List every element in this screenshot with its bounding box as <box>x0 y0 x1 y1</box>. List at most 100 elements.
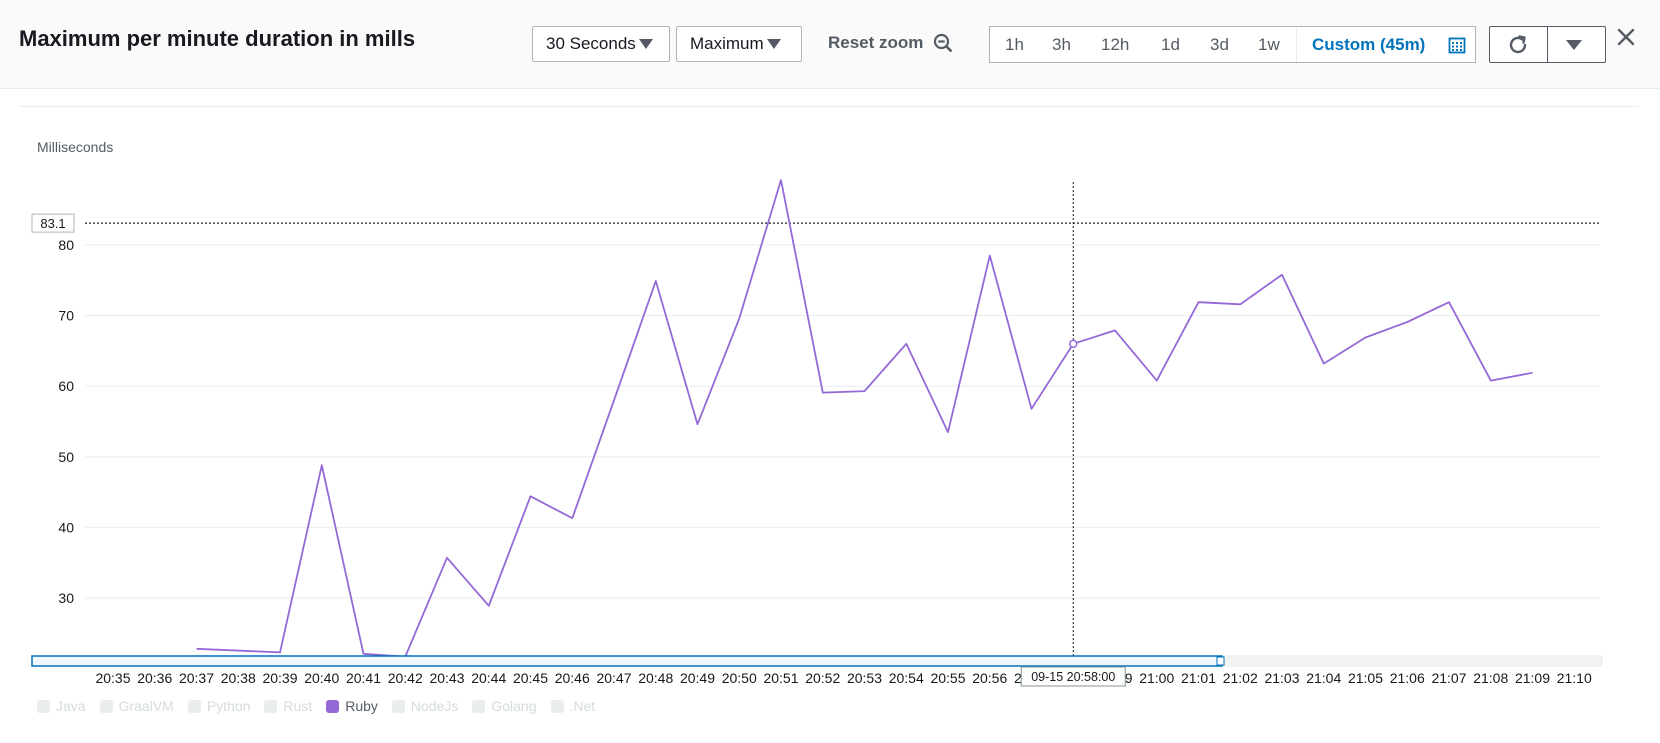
x-tick-label: 21:06 <box>1390 670 1425 686</box>
x-tick-label: 20:49 <box>680 670 715 686</box>
y-tick-label: 40 <box>58 519 74 535</box>
x-tick-label: 20:55 <box>930 670 965 686</box>
legend-swatch <box>472 699 486 713</box>
x-tick-label: 21:04 <box>1306 670 1341 686</box>
refresh-button-group <box>1489 26 1606 63</box>
search-minus-icon <box>934 33 953 53</box>
widget-title: Maximum per minute duration in mills <box>19 26 416 51</box>
cursor-point <box>1069 339 1078 349</box>
reset-zoom-label: Reset zoom <box>828 33 924 52</box>
legend-item-python[interactable]: Python <box>187 698 251 714</box>
x-tick-label: 21:10 <box>1557 670 1592 686</box>
brush-handle[interactable] <box>1216 656 1225 666</box>
legend-label: Ruby <box>345 698 378 714</box>
x-tick-label: 20:38 <box>221 670 256 686</box>
widget-header: Maximum per minute duration in mills 30 … <box>0 0 1660 89</box>
caret-down-icon <box>638 39 653 49</box>
button-divider <box>1547 27 1548 62</box>
range-12h[interactable]: 12h <box>1101 35 1130 54</box>
x-tick-label: 20:43 <box>429 670 464 686</box>
legend-label: GraalVM <box>118 698 174 714</box>
range-1h[interactable]: 1h <box>1005 35 1024 54</box>
brush-selection[interactable] <box>31 655 1223 667</box>
time-range-selector: 1h 3h 12h 1d 3d 1w Custom (45m) <box>989 26 1476 63</box>
x-tick-label: 21:02 <box>1223 670 1258 686</box>
y-tick-label: 70 <box>58 308 74 324</box>
x-tick-label: 20:41 <box>346 670 381 686</box>
refresh-icon[interactable] <box>1506 33 1530 57</box>
y-axis-label: Milliseconds <box>37 139 114 155</box>
x-tick-label: 20:42 <box>388 670 423 686</box>
calendar-icon[interactable] <box>1448 36 1466 54</box>
x-tick-label: 20:37 <box>179 670 214 686</box>
range-3h[interactable]: 3h <box>1052 35 1071 54</box>
y-tick-label: 30 <box>58 590 74 606</box>
range-1w[interactable]: 1w <box>1258 35 1280 54</box>
legend-item-nodejs[interactable]: NodeJs <box>391 698 459 714</box>
x-tick-label: 21:07 <box>1431 670 1466 686</box>
range-separator <box>1296 27 1297 62</box>
legend-swatch <box>99 699 113 713</box>
y-tick-label: 60 <box>58 378 74 394</box>
cursor-time-label: 09-15 20:58:00 <box>1031 670 1115 684</box>
caret-down-icon <box>766 39 781 49</box>
range-1d[interactable]: 1d <box>1161 35 1180 54</box>
x-tick-label: 20:39 <box>262 670 297 686</box>
legend-item-rust[interactable]: Rust <box>264 698 312 714</box>
x-tick-label: 20:50 <box>722 670 757 686</box>
x-tick-label: 20:40 <box>304 670 339 686</box>
chart-legend: Java GraalVM Python Rust Ruby NodeJs Golang .Ne… <box>37 698 609 714</box>
x-tick-label: 21:01 <box>1181 670 1216 686</box>
x-tick-label: 20:36 <box>137 670 172 686</box>
legend-item-java[interactable]: Java <box>37 698 86 714</box>
x-tick-label: 20:45 <box>513 670 548 686</box>
legend-swatch <box>37 699 50 713</box>
x-tick-label: 20:51 <box>763 670 798 686</box>
cursor-time-badge <box>1020 666 1126 687</box>
legend-label: NodeJs <box>410 698 459 714</box>
series-line-ruby[interactable] <box>196 179 1533 658</box>
legend-item-graalvm[interactable]: GraalVM <box>99 698 174 714</box>
reset-zoom-button[interactable]: Reset zoom <box>828 33 953 53</box>
legend-label: .Net <box>569 698 596 714</box>
legend-item-ruby[interactable]: Ruby <box>326 698 378 714</box>
period-dropdown[interactable]: 30 Seconds <box>532 26 670 62</box>
legend-label: Python <box>206 698 251 714</box>
legend-swatch <box>187 699 201 713</box>
x-tick-label: 21:03 <box>1264 670 1299 686</box>
x-tick-label: 20:47 <box>596 670 631 686</box>
x-tick-label: 21:08 <box>1473 670 1508 686</box>
threshold-label: 83.1 <box>40 216 65 231</box>
line-chart[interactable]: 30 40 50 60 70 80 83.1 20:35 20:36 20:37 20:38 20… <box>0 150 1660 695</box>
legend-label: Java <box>56 698 86 714</box>
x-tick-label: 21:05 <box>1348 670 1383 686</box>
x-tick-label: 21:09 <box>1515 670 1550 686</box>
x-tick-label: 20:56 <box>972 670 1007 686</box>
legend-item-golang[interactable]: Golang <box>472 698 537 714</box>
statistic-dropdown-label: Maximum <box>690 34 764 53</box>
range-3d[interactable]: 3d <box>1210 35 1229 54</box>
x-tick-label: 20:44 <box>471 670 506 686</box>
chevron-down-icon[interactable] <box>1566 40 1582 50</box>
legend-swatch <box>391 699 405 713</box>
legend-item-net[interactable]: .Net <box>550 698 596 714</box>
legend-label: Rust <box>283 698 313 714</box>
x-tick-label: 20:48 <box>638 670 673 686</box>
x-tick-label: 20:35 <box>95 670 130 686</box>
x-tick-label: 20:46 <box>555 670 590 686</box>
range-custom[interactable]: Custom (45m) <box>1312 35 1426 54</box>
statistic-dropdown[interactable]: Maximum <box>676 26 802 62</box>
legend-label: Golang <box>491 698 537 714</box>
x-tick-label: 21:00 <box>1139 670 1174 686</box>
panel-divider <box>19 106 1639 107</box>
y-tick-label: 50 <box>58 449 74 465</box>
legend-swatch <box>550 699 564 713</box>
x-tick-label: 20:53 <box>847 670 882 686</box>
legend-swatch <box>264 699 278 713</box>
close-icon[interactable] <box>1616 27 1636 47</box>
y-tick-label: 80 <box>58 237 74 253</box>
x-tick-label: 20:54 <box>889 670 924 686</box>
legend-swatch <box>326 699 340 713</box>
threshold-badge <box>31 213 75 233</box>
x-tick-label: 20:52 <box>805 670 840 686</box>
